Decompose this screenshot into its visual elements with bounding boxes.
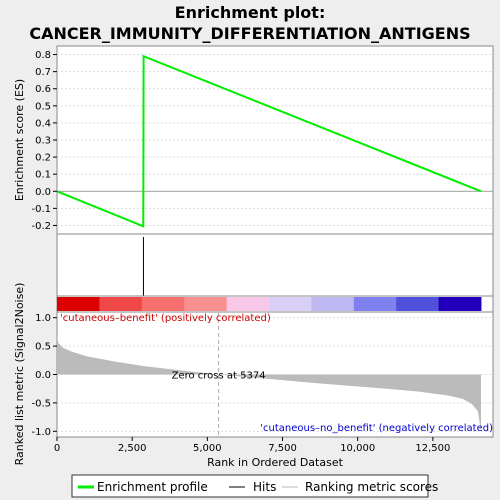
hits-plot-area xyxy=(56,233,494,297)
es-tick-label: 0.4 xyxy=(35,118,51,129)
metric-x-tick-label: 2,500 xyxy=(118,443,147,454)
positive-class-label: 'cutaneous–benefit' (positively correlat… xyxy=(60,313,271,324)
metric-y-tick-label: -0.5 xyxy=(31,398,51,409)
metric-x-tick-label: 12,500 xyxy=(415,443,450,454)
metric-y-tick-label: 0.0 xyxy=(35,370,51,381)
metric-y-axis-label: Ranked list metric (Signal2Noise) xyxy=(13,283,26,466)
es-tick-label: 0.7 xyxy=(35,67,51,78)
heatmap-segment xyxy=(99,297,143,311)
metric-x-tick-label: 10,000 xyxy=(340,443,375,454)
heatmap-segment xyxy=(57,297,100,311)
legend-hits-label: Hits xyxy=(253,480,276,494)
metric-x-axis-label: Rank in Ordered Dataset xyxy=(207,456,344,469)
chart-title-line1: Enrichment plot: xyxy=(175,3,326,22)
es-tick-label: 0.0 xyxy=(35,187,51,198)
es-tick-label: 0.3 xyxy=(35,136,51,147)
hits-panel xyxy=(56,233,494,297)
heatmap-segment xyxy=(268,297,312,311)
metric-y-tick-label: 0.5 xyxy=(35,342,51,353)
legend-metric-label: Ranking metric scores xyxy=(305,480,438,494)
chart-title-line2: CANCER_IMMUNITY_DIFFERENTIATION_ANTIGENS xyxy=(29,24,470,43)
es-tick-label: -0.1 xyxy=(31,204,51,215)
heatmap-segment xyxy=(311,297,355,311)
legend: Enrichment profile Hits Ranking metric s… xyxy=(71,474,438,498)
heatmap-segment xyxy=(141,297,185,311)
metric-x-tick-label: 7,500 xyxy=(268,443,297,454)
heatmap-segment xyxy=(353,297,397,311)
legend-box xyxy=(71,474,429,498)
heatmap-segment xyxy=(226,297,270,311)
es-tick-label: 0.1 xyxy=(35,170,51,181)
metric-x-ticks: 0 2,500 5,000 7,500 10,000 12,500 xyxy=(54,437,450,454)
es-y-axis-label: Enrichment score (ES) xyxy=(13,79,26,201)
ranking-metric-area xyxy=(57,337,481,432)
metric-y-tick-label: -1.0 xyxy=(31,427,51,438)
es-y-ticks: 0.8 0.7 0.6 0.5 0.4 0.3 0.2 0.1 0.0 -0.1 -0.2 xyxy=(31,50,57,232)
heatmap-segment xyxy=(184,297,228,311)
es-tick-label: -0.2 xyxy=(31,221,51,232)
heatmap-segment xyxy=(438,297,482,311)
es-tick-label: 0.2 xyxy=(35,153,51,164)
enrichment-profile-line xyxy=(56,54,482,228)
enrichment-panel: 0.8 0.7 0.6 0.5 0.4 0.3 0.2 0.1 0.0 -0.1 -0.2 Enri… xyxy=(13,45,494,235)
negative-class-label: 'cutaneous–no_benefit' (negatively corre… xyxy=(260,423,493,434)
metric-x-tick-label: 0 xyxy=(54,443,60,454)
es-tick-label: 0.6 xyxy=(35,84,51,95)
metric-x-tick-label: 5,000 xyxy=(193,443,222,454)
rank-heatmap-panel xyxy=(56,295,494,313)
zero-cross-label: Zero cross at 5374 xyxy=(172,371,266,382)
legend-enrichment-label: Enrichment profile xyxy=(97,480,208,494)
metric-y-ticks: 1.0 0.5 0.0 -0.5 -1.0 xyxy=(31,313,57,438)
heatmap-segment xyxy=(396,297,440,311)
rank-heatmap-bar xyxy=(57,297,482,311)
metric-y-tick-label: 1.0 xyxy=(35,313,51,324)
ranked-metric-panel: 1.0 0.5 0.0 -0.5 -1.0 0 2,500 5,000 7,500 10,000… xyxy=(13,283,494,469)
es-tick-label: 0.8 xyxy=(35,50,51,61)
es-tick-label: 0.5 xyxy=(35,101,51,112)
